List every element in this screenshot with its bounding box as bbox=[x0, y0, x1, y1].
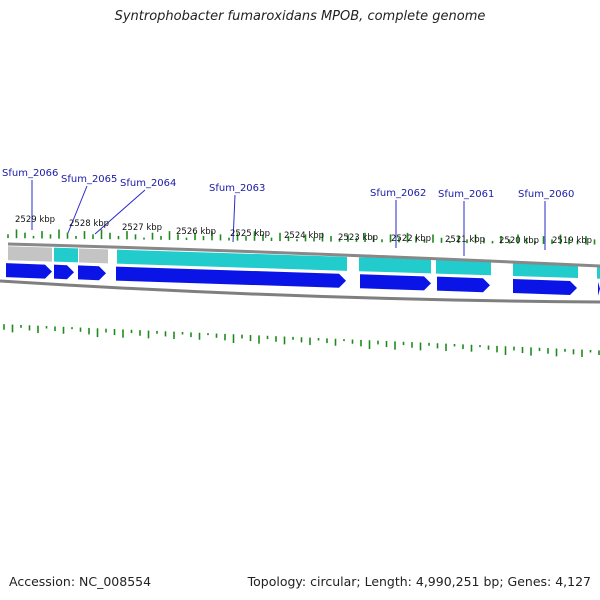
gene-label: Sfum_2064 bbox=[120, 178, 176, 189]
gene-label: Sfum_2062 bbox=[370, 188, 426, 199]
cds-arrow bbox=[54, 264, 74, 280]
cds-arrows bbox=[6, 263, 600, 296]
gene-band bbox=[79, 248, 108, 264]
scale-labels: 2529 kbp 2528 kbp 2527 kbp 2526 kbp 2525 kbp… bbox=[15, 215, 592, 246]
scale-label: 2523 kbp bbox=[338, 233, 378, 243]
genome-backbone bbox=[0, 242, 600, 304]
scale-label: 2526 kbp bbox=[176, 227, 216, 237]
gene-label: Sfum_2060 bbox=[518, 189, 574, 200]
lower-backbone-line bbox=[0, 279, 600, 304]
cds-arrow bbox=[6, 263, 52, 279]
map-title: Syntrophobacter fumaroxidans MPOB, compl… bbox=[114, 9, 486, 24]
gene-band bbox=[54, 247, 78, 263]
gene-band bbox=[513, 261, 578, 279]
scale-label: 2520 kbp bbox=[499, 236, 539, 246]
gc-skew-ticks bbox=[3, 229, 600, 358]
scale-label: 2519 kbp bbox=[552, 236, 592, 246]
scale-label: 2521 kbp bbox=[445, 235, 485, 245]
gene-label: Sfum_2066 bbox=[2, 168, 58, 179]
scale-label: 2527 kbp bbox=[122, 223, 162, 233]
gene-leader-line bbox=[232, 194, 236, 243]
gene-leader-line bbox=[67, 185, 88, 234]
gene-band bbox=[359, 257, 431, 274]
gene-track-bands bbox=[8, 246, 600, 279]
scale-label: 2529 kbp bbox=[15, 215, 55, 225]
cds-arrow bbox=[437, 276, 490, 293]
gene-leader-line bbox=[94, 189, 146, 235]
gene-band bbox=[117, 249, 347, 271]
gene-band bbox=[597, 264, 600, 279]
gene-band bbox=[8, 246, 52, 262]
gene-leader-lines bbox=[31, 180, 546, 256]
cds-arrow bbox=[598, 281, 600, 296]
genome-summary: Topology: circular; Length: 4,990,251 bp… bbox=[247, 574, 591, 589]
scale-label: 2524 kbp bbox=[284, 231, 324, 241]
accession-label: Accession: NC_008554 bbox=[9, 574, 152, 589]
gene-label: Sfum_2065 bbox=[61, 174, 117, 185]
scale-label: 2522 kbp bbox=[391, 234, 431, 244]
upper-backbone-line bbox=[7, 242, 600, 268]
cds-arrow bbox=[116, 266, 346, 288]
gene-label: Sfum_2061 bbox=[438, 189, 494, 200]
cds-arrow bbox=[513, 278, 577, 295]
gene-label: Sfum_2063 bbox=[209, 183, 265, 194]
cds-arrow bbox=[360, 274, 431, 291]
gene-band bbox=[436, 259, 491, 276]
scale-label: 2528 kbp bbox=[69, 219, 109, 229]
scale-label: 2525 kbp bbox=[230, 229, 270, 239]
cds-arrow bbox=[78, 265, 106, 281]
